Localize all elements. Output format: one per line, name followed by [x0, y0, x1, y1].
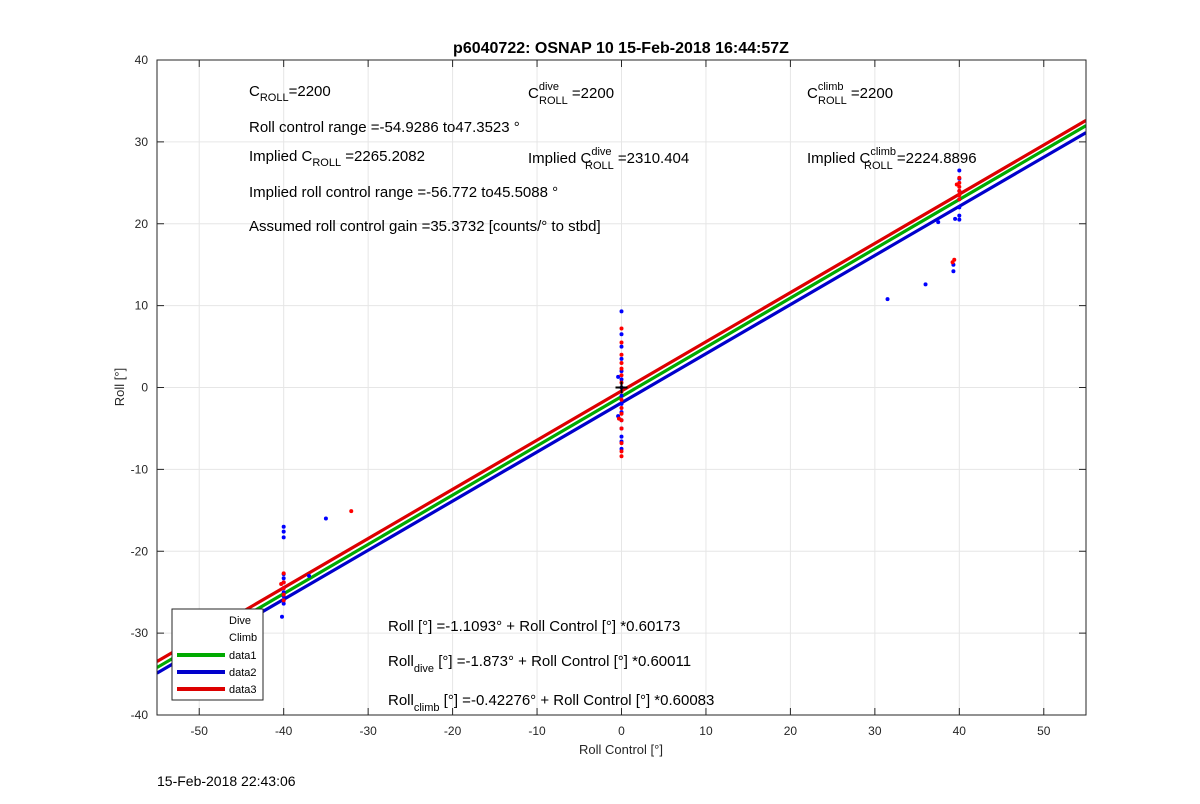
point-climb	[950, 260, 955, 265]
x-axis-label: Roll Control [°]	[579, 742, 663, 757]
point-dive	[619, 356, 624, 361]
legend-label-dive: Dive	[229, 615, 251, 627]
x-tick-label: 0	[618, 724, 625, 738]
y-tick-label: -10	[131, 462, 149, 476]
point-climb	[619, 441, 624, 446]
point-climb	[281, 571, 286, 576]
point-climb	[619, 366, 624, 371]
point-climb	[954, 182, 959, 187]
y-tick-label: 30	[135, 135, 149, 149]
point-dive	[616, 374, 621, 379]
point-dive	[281, 524, 286, 529]
point-dive	[281, 576, 286, 581]
point-dive	[619, 344, 624, 349]
point-climb	[619, 326, 624, 331]
point-dive	[951, 269, 956, 274]
y-tick-label: 10	[135, 299, 149, 313]
point-dive	[936, 220, 941, 225]
point-climb	[619, 454, 624, 459]
point-dive	[281, 535, 286, 540]
annotation-fit-dive: Rolldive [°] =-1.873° + Roll Control [°]…	[388, 653, 691, 675]
point-climb	[619, 360, 624, 365]
x-tick-label: 20	[784, 724, 798, 738]
point-dive	[957, 213, 962, 218]
point-dive	[281, 529, 286, 534]
point-dive	[279, 614, 284, 619]
point-climb	[619, 352, 624, 357]
point-climb	[619, 411, 624, 416]
annotation-gain: Assumed roll control gain =35.3732 [coun…	[249, 218, 601, 235]
point-climb	[619, 373, 624, 378]
point-dive	[619, 434, 624, 439]
point-dive	[619, 377, 624, 382]
legend-label-data3: data3	[229, 684, 257, 696]
point-climb	[281, 598, 286, 603]
point-climb	[957, 184, 962, 189]
point-dive	[307, 573, 312, 578]
point-dive	[957, 205, 962, 210]
annotation-implied-c-roll: Implied CROLL =2265.2082	[249, 148, 425, 169]
annotation-fit-climb: Rollclimb [°] =-0.42276° + Roll Control …	[388, 692, 714, 714]
point-climb	[619, 397, 624, 402]
legend-label-climb: Climb	[229, 632, 257, 644]
point-dive	[323, 516, 328, 521]
y-tick-label: 0	[141, 381, 148, 395]
annotation-c-roll-climb: Cclimb ROLL =2200	[807, 81, 893, 107]
point-climb	[957, 189, 962, 193]
point-dive	[619, 401, 624, 406]
x-tick-label: -40	[275, 724, 293, 738]
footer-timestamp: 15-Feb-2018 22:43:06	[157, 773, 296, 789]
annotation-roll-range: Roll control range =-54.9286 to47.3523 °	[249, 119, 520, 136]
legend-label-data1: data1	[229, 650, 257, 662]
y-tick-label: -20	[131, 544, 149, 558]
annotation-implied-c-roll-dive: Implied Cdive ROLL =2310.404	[528, 146, 689, 172]
point-dive	[619, 332, 624, 337]
x-tick-label: 10	[699, 724, 713, 738]
point-dive	[923, 282, 928, 287]
y-tick-label: 40	[135, 53, 149, 67]
point-climb	[349, 509, 354, 514]
x-tick-label: 30	[868, 724, 882, 738]
point-dive	[619, 393, 624, 398]
x-tick-label: -10	[528, 724, 546, 738]
x-tick-label: -30	[359, 724, 377, 738]
point-climb	[619, 405, 624, 410]
chart-title: p6040722: OSNAP 10 15-Feb-2018 16:44:57Z	[453, 40, 789, 57]
point-dive	[953, 216, 958, 221]
x-tick-label: 40	[953, 724, 967, 738]
point-climb	[957, 193, 962, 198]
point-climb	[957, 175, 962, 180]
point-dive	[957, 168, 962, 173]
annotation-c-roll-dive: Cdive ROLL =2200	[528, 81, 614, 107]
annotation-implied-c-roll-climb: Implied Cclimb ROLL =2224.8896	[807, 146, 977, 172]
y-tick-label: 20	[135, 217, 149, 231]
y-tick-label: -40	[131, 708, 149, 722]
point-climb	[619, 449, 624, 454]
point-dive	[281, 601, 286, 606]
point-climb	[281, 586, 286, 591]
point-dive	[619, 309, 624, 314]
point-climb	[619, 426, 624, 431]
annotation-c-roll: CROLL=2200	[249, 83, 331, 104]
point-climb	[616, 416, 621, 421]
x-tick-label: -50	[191, 724, 209, 738]
point-climb	[279, 582, 284, 586]
axis-ticks: -50 -40 -30 -20 -10 0 10 20 30 40 50 -40 -30 -20 -10 0 1…	[131, 53, 1086, 738]
annotation-fit-all: Roll [°] =-1.1093° + Roll Control [°] *0…	[388, 618, 680, 635]
legend: Dive Climb data1 data2 data3	[171, 608, 264, 701]
y-axis-label: Roll [°]	[112, 368, 127, 406]
annotation-implied-range: Implied roll control range =-56.772 to45…	[249, 184, 558, 201]
origin-marker	[615, 381, 628, 394]
point-climb	[281, 592, 286, 597]
y-tick-label: -30	[131, 626, 149, 640]
x-tick-label: 50	[1037, 724, 1051, 738]
point-dive	[885, 297, 890, 302]
x-tick-label: -20	[444, 724, 462, 738]
point-dive	[957, 217, 962, 222]
point-climb	[957, 197, 962, 202]
legend-label-data2: data2	[229, 667, 257, 679]
point-climb	[619, 340, 624, 345]
